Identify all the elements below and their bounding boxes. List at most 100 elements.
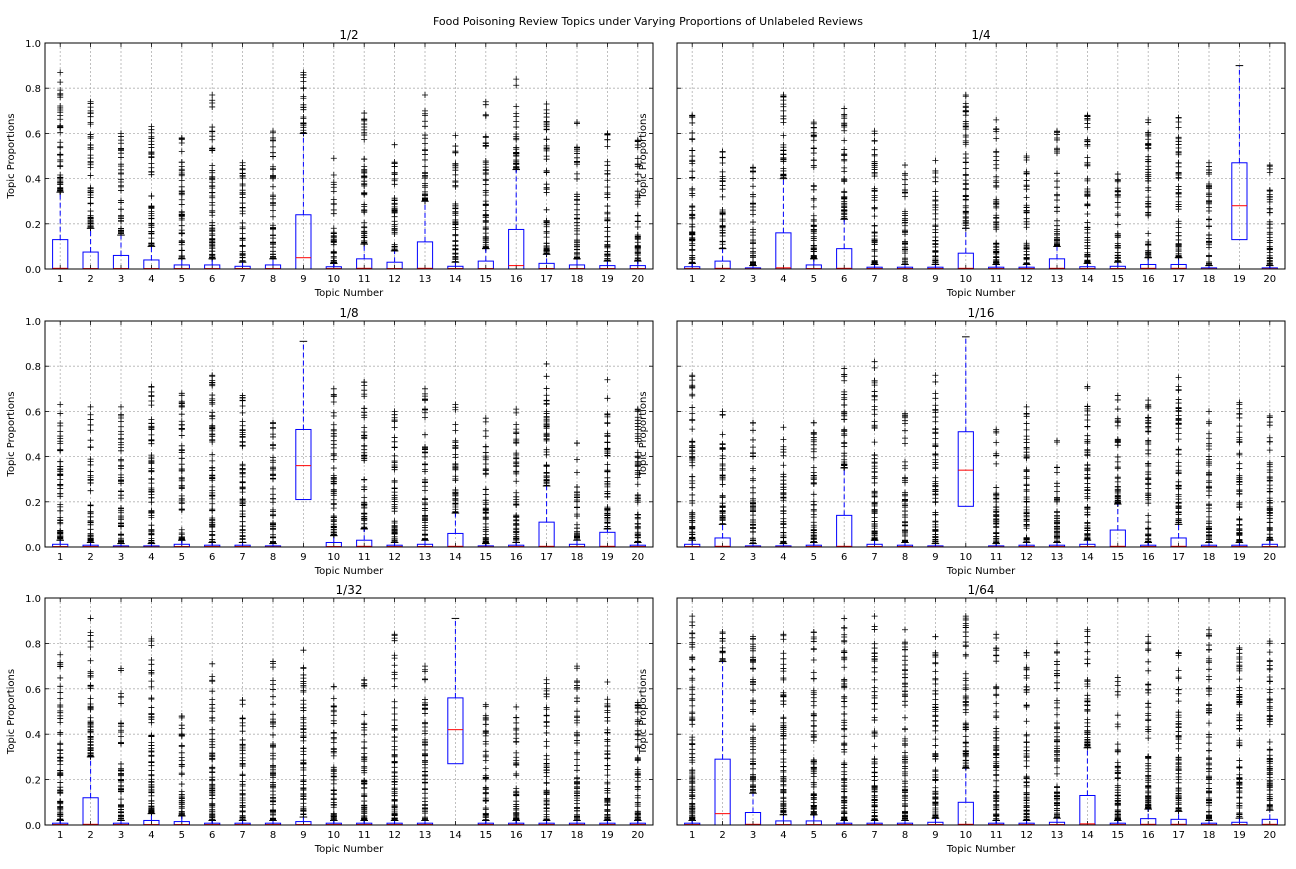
outlier-point — [689, 224, 695, 230]
outlier-point — [57, 447, 63, 453]
outlier-point — [1145, 447, 1151, 453]
outlier-point — [57, 124, 63, 130]
outlier-point — [270, 225, 276, 231]
outlier-point — [604, 159, 610, 165]
outliers — [1024, 404, 1030, 545]
box-topic-3 — [745, 420, 760, 547]
outlier-point — [1054, 488, 1060, 494]
outlier-point — [993, 149, 999, 155]
box-topic-13 — [417, 386, 432, 547]
outlier-point — [88, 173, 94, 179]
outlier-point — [604, 462, 610, 468]
outlier-point — [209, 100, 215, 106]
outlier-point — [118, 444, 124, 450]
outlier-point — [811, 204, 817, 210]
outlier-point — [148, 193, 154, 199]
outlier-point — [720, 233, 726, 239]
outlier-point — [422, 462, 428, 468]
outlier-point — [452, 206, 458, 212]
outlier-point — [483, 158, 489, 164]
x-tick-label: 18 — [571, 552, 584, 563]
box-topic-12 — [1019, 404, 1034, 547]
x-tick-label: 4 — [148, 552, 154, 563]
outlier-point — [872, 169, 878, 175]
box-topic-4 — [144, 124, 159, 269]
outlier-point — [689, 148, 695, 154]
outlier-point — [1145, 119, 1151, 125]
x-tick-label: 12 — [1020, 552, 1033, 563]
outliers — [604, 130, 610, 264]
outlier-point — [118, 154, 124, 160]
outlier-point — [240, 470, 246, 476]
box-topic-11 — [357, 379, 372, 547]
outlier-point — [392, 412, 398, 418]
outlier-point — [1267, 489, 1273, 495]
outlier-point — [1176, 387, 1182, 393]
outlier-point — [483, 102, 489, 108]
outlier-point — [483, 201, 489, 207]
box-topic-12 — [387, 142, 402, 269]
outlier-point — [118, 431, 124, 437]
outlier-point — [902, 255, 908, 261]
outlier-point — [689, 168, 695, 174]
outlier-point — [993, 117, 999, 123]
outlier-point — [1267, 415, 1273, 421]
box-topic-4 — [776, 92, 791, 269]
outlier-point — [1054, 205, 1060, 211]
box-topic-16 — [1141, 117, 1156, 269]
box-topic-10 — [958, 92, 973, 269]
outlier-point — [1267, 206, 1273, 212]
outlier-point — [932, 499, 938, 505]
outlier-point — [209, 409, 215, 415]
outlier-point — [209, 465, 215, 471]
outlier-point — [361, 511, 367, 517]
outlier-point — [1176, 485, 1182, 491]
outlier-point — [604, 445, 610, 451]
outlier-point — [993, 484, 999, 490]
outlier-point — [872, 460, 878, 466]
outlier-point — [270, 214, 276, 220]
outlier-point — [1176, 164, 1182, 170]
x-tick-label: 6 — [209, 552, 215, 563]
outliers — [88, 404, 94, 546]
x-tick-label: 19 — [601, 552, 614, 563]
outlier-point — [963, 93, 969, 99]
outlier-point — [1267, 447, 1273, 453]
x-tick-label: 13 — [1051, 552, 1064, 563]
x-tick-label: 10 — [327, 830, 340, 841]
box-topic-17 — [539, 101, 554, 269]
outlier-point — [1115, 465, 1121, 471]
outliers — [209, 372, 215, 545]
outlier-point — [544, 127, 550, 133]
outlier-point — [57, 459, 63, 465]
outlier-point — [872, 422, 878, 428]
box-topic-9 — [928, 158, 943, 269]
subplot-title: 1/8 — [339, 306, 358, 320]
outlier-point — [331, 502, 337, 508]
outlier-point — [331, 201, 337, 207]
outlier-point — [963, 151, 969, 157]
outlier-point — [1206, 259, 1212, 265]
outlier-point — [902, 413, 908, 419]
x-tick-label: 6 — [841, 274, 847, 285]
outlier-point — [1084, 468, 1090, 474]
x-tick-label: 8 — [270, 274, 276, 285]
outlier-point — [689, 404, 695, 410]
outliers — [483, 415, 489, 546]
outlier-point — [1236, 461, 1242, 467]
outlier-point — [635, 481, 641, 487]
box-topic-18 — [569, 119, 584, 269]
outliers — [179, 135, 185, 261]
outlier-point — [811, 498, 817, 504]
outlier-point — [179, 191, 185, 197]
outlier-point — [148, 495, 154, 501]
x-tick-label: 12 — [388, 552, 401, 563]
outliers — [811, 420, 817, 546]
outlier-point — [179, 432, 185, 438]
y-tick-label: 0.8 — [25, 84, 41, 95]
outlier-point — [1176, 459, 1182, 465]
outlier-point — [1176, 451, 1182, 457]
outliers — [841, 365, 847, 470]
outlier-point — [179, 231, 185, 237]
